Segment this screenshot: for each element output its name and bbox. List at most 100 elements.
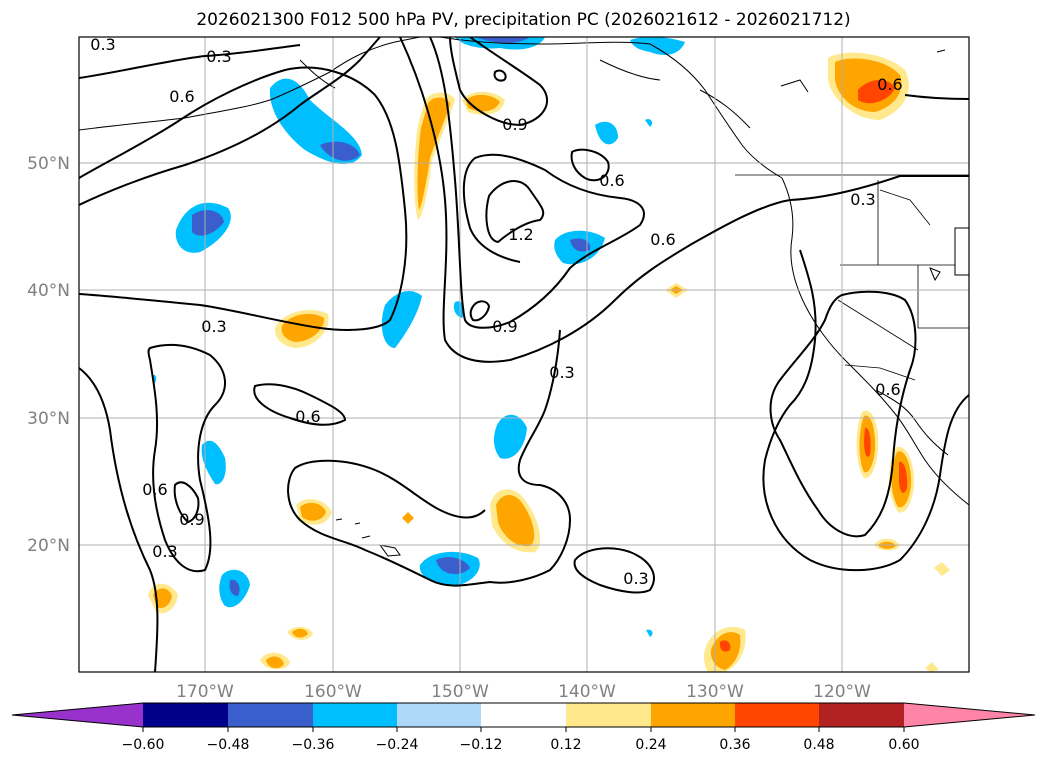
- contour-label: 0.9: [502, 115, 527, 134]
- precip-positive-area: [899, 461, 908, 493]
- contour-label: 0.9: [179, 510, 204, 529]
- lon-label: 120°W: [813, 682, 871, 702]
- pv-contour: [253, 383, 347, 426]
- pv-contour: [449, 37, 549, 127]
- precip-negative-area: [436, 557, 470, 575]
- contour-label: 0.6: [142, 480, 167, 499]
- contour-labels: 0.3 0.3 0.6 0.6 0.9 0.6 0.3 1.2 0.6 0.3 …: [90, 35, 902, 588]
- pv-contour: [485, 180, 545, 244]
- contour-label: 0.9: [492, 317, 517, 336]
- longitude-labels: 170°W 160°W 150°W 140°W 130°W 120°W: [176, 682, 871, 702]
- precip-positive-area: [864, 427, 871, 457]
- pv-contour: [79, 66, 408, 331]
- colorbar-segment: [397, 703, 481, 727]
- colorbar-segment: [819, 703, 904, 727]
- coastlines: [79, 37, 969, 557]
- precip-negative-area: [453, 301, 465, 318]
- colorbar-segment: [313, 703, 397, 727]
- precip-positive-area: [858, 79, 895, 104]
- colorbar-tick-label: −0.60: [122, 737, 165, 753]
- colorbar-left-extension: [12, 703, 143, 727]
- pv-contour: [287, 459, 486, 581]
- pv-contour: [762, 249, 969, 572]
- precip-positive-area: [281, 313, 325, 342]
- colorbar-segment: [143, 703, 228, 727]
- colorbar-right-extension: [904, 703, 1035, 727]
- precip-positive-area: [266, 656, 284, 669]
- contour-label: 0.6: [599, 171, 624, 190]
- colorbar-segment: [651, 703, 735, 727]
- precip-negative-area: [229, 579, 240, 596]
- pv-contour: [570, 148, 610, 182]
- pv-contour: [769, 290, 917, 538]
- pv-contour: [573, 547, 655, 594]
- precip-positive-area: [417, 97, 450, 210]
- contour-label: 0.3: [549, 363, 574, 382]
- pv-contour: [429, 329, 572, 587]
- pv-contours: [79, 37, 969, 672]
- colorbar-ticks: [142, 727, 905, 732]
- precip-negative-area: [595, 121, 618, 145]
- pv-contour: [399, 37, 969, 363]
- contour-label: 0.3: [90, 35, 115, 54]
- precip-negative-area: [646, 629, 653, 637]
- pv-contour: [429, 37, 645, 329]
- precip-positive-area: [934, 562, 950, 576]
- lon-label: 140°W: [558, 682, 616, 702]
- gridlines: [79, 37, 969, 672]
- lon-label: 160°W: [304, 682, 362, 702]
- pv-contour: [79, 367, 159, 672]
- precip-negative-area: [645, 119, 653, 127]
- map-plot-area: 0.3 0.3 0.6 0.6 0.9 0.6 0.3 1.2 0.6 0.3 …: [79, 35, 969, 672]
- precip-shading: [148, 37, 950, 672]
- contour-label: 0.3: [152, 542, 177, 561]
- contour-label: 0.3: [623, 569, 648, 588]
- precip-negative-area: [192, 210, 224, 236]
- contour-label: 0.6: [650, 230, 675, 249]
- colorbar-tick-label: −0.36: [292, 737, 335, 753]
- colorbar-tick-label: 0.12: [550, 737, 581, 753]
- contour-label: 0.3: [201, 317, 226, 336]
- map-frame: [78, 36, 970, 673]
- colorbar-tick-label: 0.24: [635, 737, 666, 753]
- contour-label: 0.6: [875, 380, 900, 399]
- precip-positive-area: [925, 662, 939, 672]
- colorbar-tick-label: 0.60: [888, 737, 919, 753]
- colorbar-tick-label: 0.48: [803, 737, 834, 753]
- lon-label: 170°W: [176, 682, 234, 702]
- lat-label: 50°N: [27, 154, 70, 174]
- precip-negative-area: [381, 290, 422, 348]
- contour-label: 0.3: [850, 190, 875, 209]
- pv-contour: [79, 44, 301, 79]
- pv-contour: [904, 94, 969, 100]
- colorbar-tick-label: 0.36: [719, 737, 750, 753]
- precip-positive-area: [496, 494, 535, 547]
- precip-positive-area: [300, 502, 326, 521]
- pv-contour: [469, 300, 491, 322]
- contour-label: 0.6: [169, 87, 194, 106]
- precip-positive-area: [292, 628, 308, 638]
- precip-negative-area: [201, 440, 226, 485]
- colorbar-segment: [228, 703, 313, 727]
- colorbar-segment: [735, 703, 819, 727]
- precip-positive-area: [719, 640, 731, 652]
- colorbar: −0.60 −0.48 −0.36 −0.24 −0.12 0.12 0.24 …: [11, 702, 1036, 753]
- precip-negative-area: [630, 37, 685, 55]
- precip-positive-area: [402, 512, 414, 524]
- precip-negative-area: [320, 141, 360, 161]
- precip-negative-area: [570, 238, 591, 252]
- precip-negative-area: [493, 414, 527, 459]
- colorbar-tick-label: −0.48: [207, 737, 250, 753]
- lon-label: 150°W: [431, 682, 489, 702]
- pv-contour: [493, 69, 507, 82]
- pv-contour: [147, 343, 227, 573]
- lat-label: 30°N: [27, 409, 70, 429]
- contour-label: 0.6: [877, 75, 902, 94]
- colorbar-segment: [566, 703, 651, 727]
- colorbar-segment: [481, 703, 566, 727]
- colorbar-tick-label: −0.12: [460, 737, 503, 753]
- latitude-labels: 50°N 40°N 30°N 20°N: [27, 154, 70, 556]
- lon-label: 130°W: [686, 682, 744, 702]
- pv-contour: [173, 481, 200, 524]
- precip-negative-area: [475, 37, 530, 44]
